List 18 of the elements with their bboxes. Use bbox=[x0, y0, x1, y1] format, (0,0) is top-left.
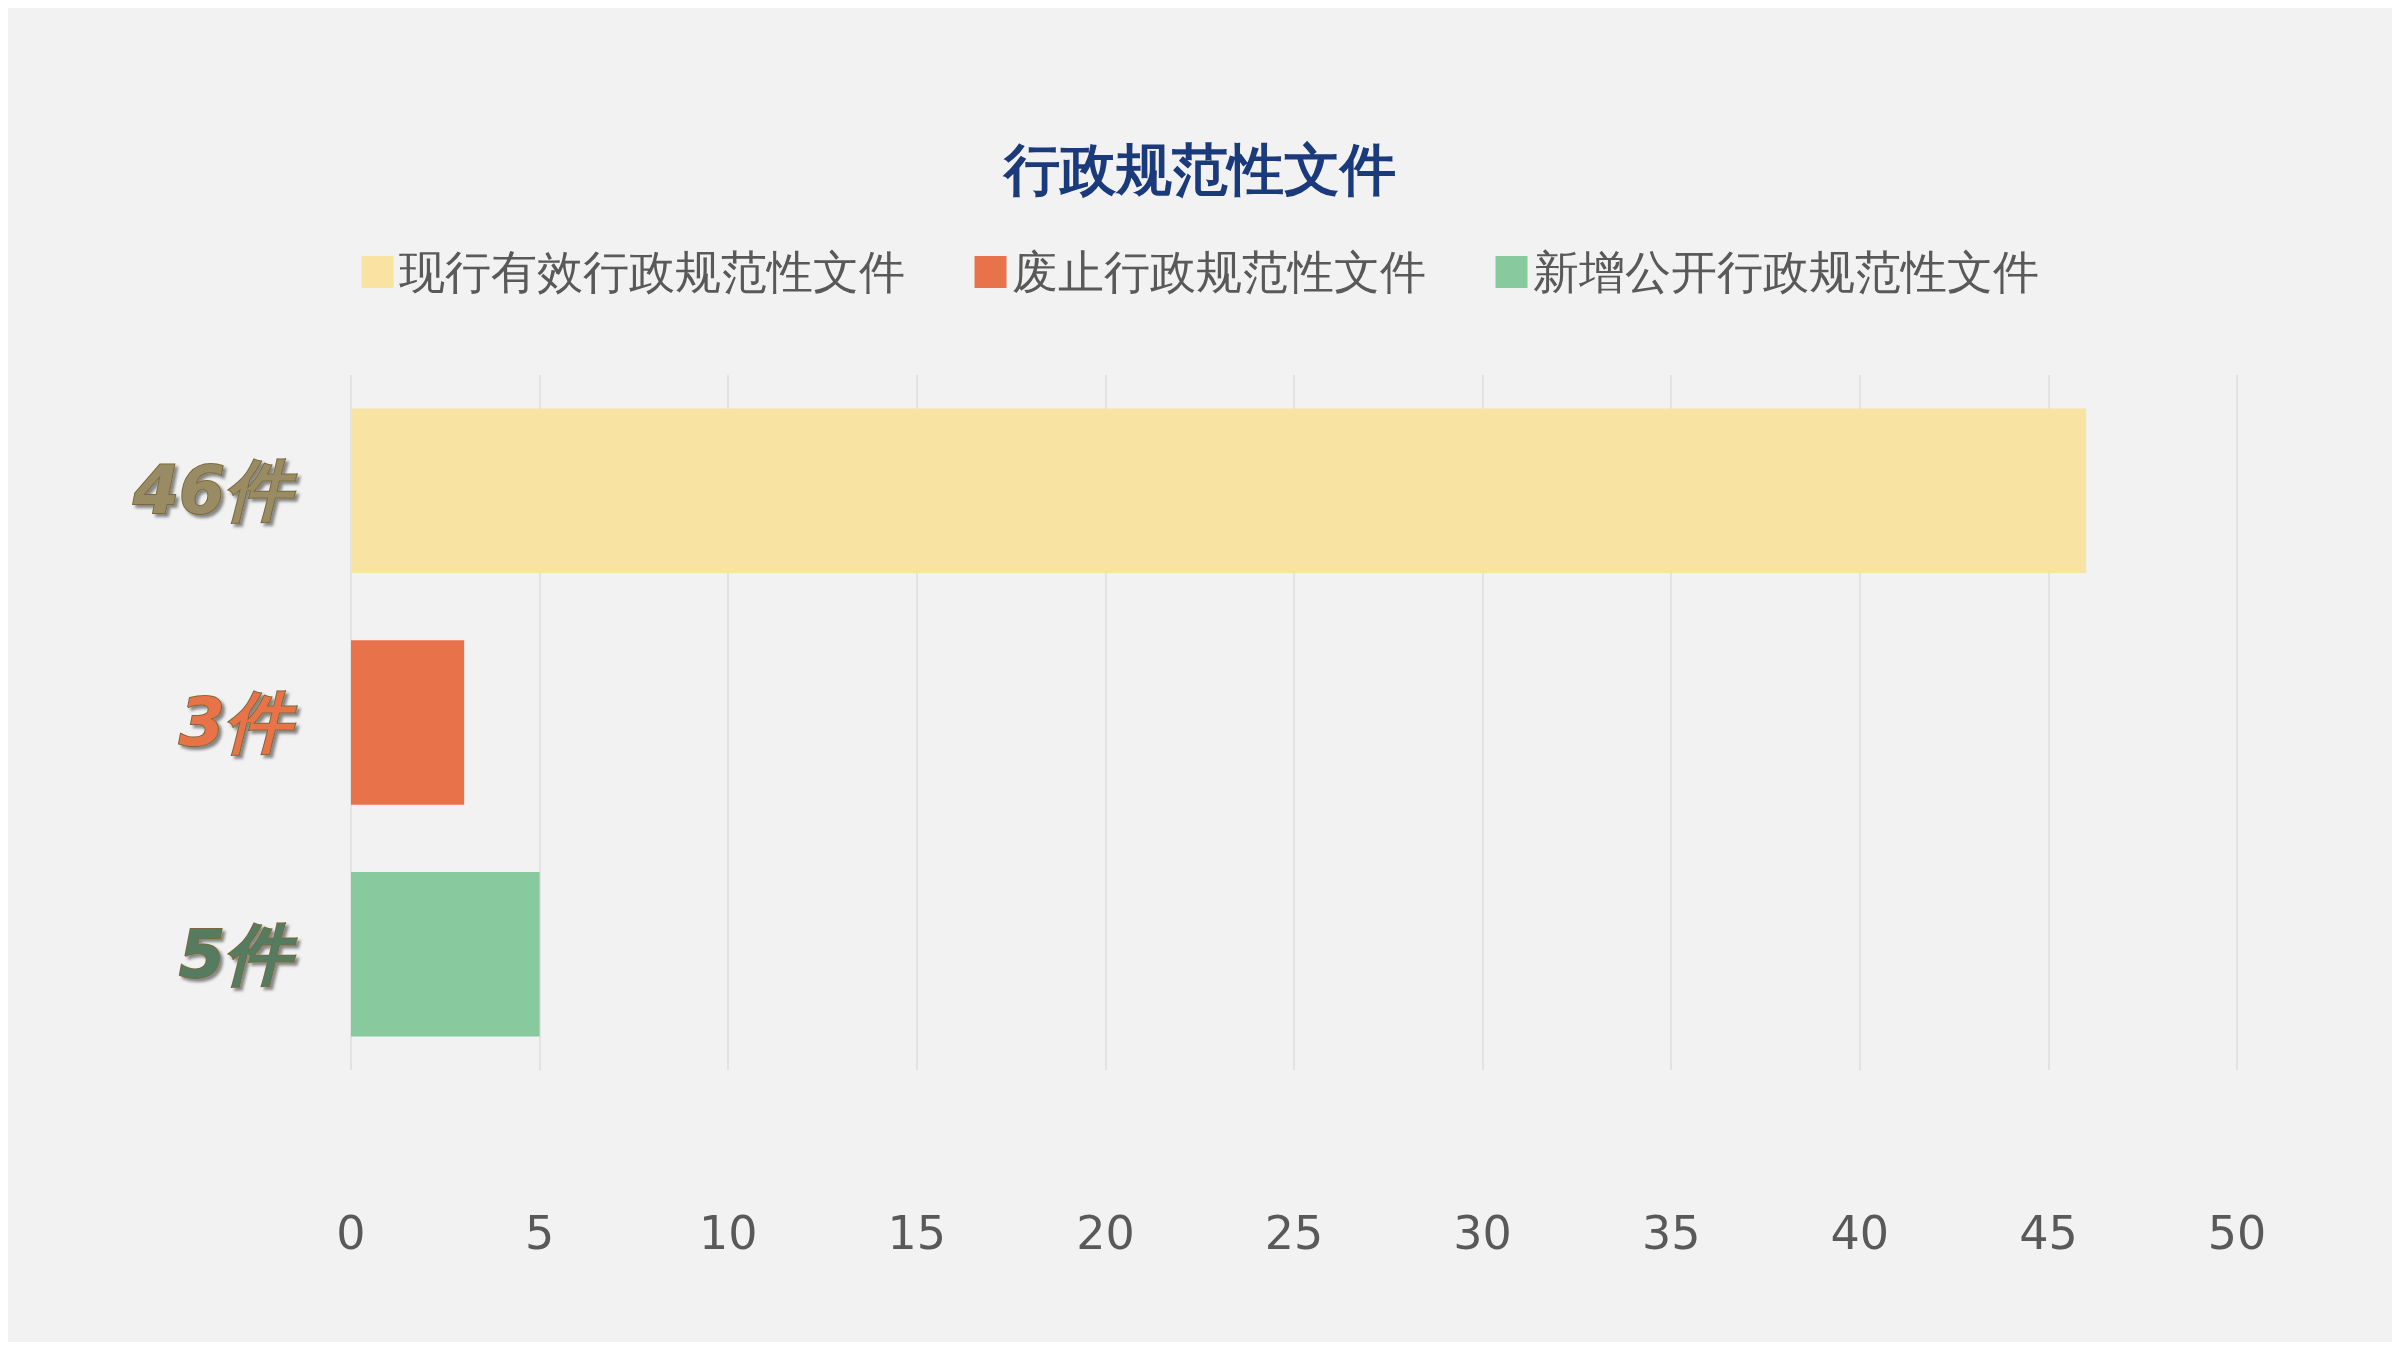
x-tick-label: 35 bbox=[1641, 1206, 1701, 1260]
x-tick-label: 0 bbox=[336, 1206, 366, 1260]
x-tick-label: 40 bbox=[1830, 1206, 1890, 1260]
y-tick-label: 5件 bbox=[179, 915, 297, 993]
x-tick-label: 45 bbox=[2019, 1206, 2078, 1260]
x-tick-label: 30 bbox=[1453, 1206, 1512, 1260]
chart-title: 行政规范性文件 bbox=[1002, 136, 1396, 202]
y-tick-label: 3件 bbox=[179, 684, 297, 761]
legend-label: 现行有效行政规范性文件 bbox=[398, 245, 905, 299]
x-tick-label: 25 bbox=[1264, 1206, 1324, 1260]
legend-label: 废止行政规范性文件 bbox=[1011, 245, 1426, 299]
x-tick-label: 15 bbox=[887, 1206, 947, 1260]
x-tick-label: 10 bbox=[698, 1206, 758, 1260]
x-tick-label: 20 bbox=[1076, 1206, 1135, 1260]
x-tick-label: 50 bbox=[2207, 1206, 2267, 1260]
legend-label: 新增公开行政规范性文件 bbox=[1532, 245, 2039, 299]
y-tick-label: 46件 bbox=[132, 452, 297, 530]
x-tick-label: 5 bbox=[524, 1206, 555, 1260]
